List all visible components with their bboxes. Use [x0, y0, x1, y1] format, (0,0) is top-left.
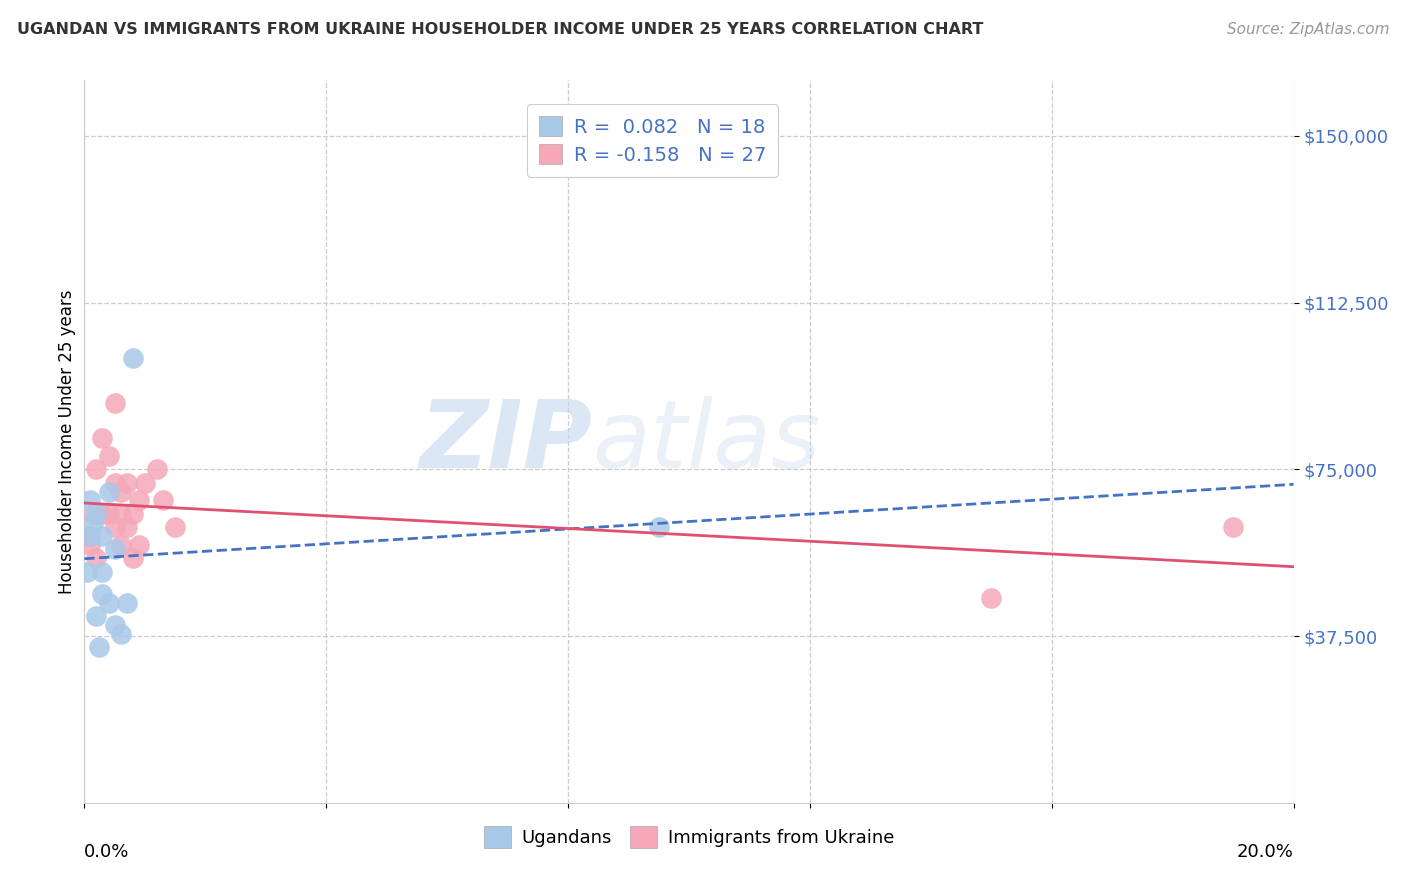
Point [115, 596, 138, 610]
Point [86, 609, 108, 624]
Point [165, 520, 187, 534]
Point [104, 618, 127, 632]
Point [152, 493, 174, 508]
Point [91, 529, 114, 543]
Point [121, 507, 143, 521]
Text: UGANDAN VS IMMIGRANTS FROM UKRAINE HOUSEHOLDER INCOME UNDER 25 YEARS CORRELATION: UGANDAN VS IMMIGRANTS FROM UKRAINE HOUSE… [17, 22, 983, 37]
Point [97, 507, 120, 521]
Point [79, 538, 101, 552]
Point [97, 449, 120, 463]
Point [91, 431, 114, 445]
Point [128, 538, 150, 552]
Point [76, 565, 98, 579]
Point [134, 475, 156, 490]
Point [86, 507, 108, 521]
Point [128, 493, 150, 508]
Point [91, 507, 114, 521]
Point [89, 640, 111, 655]
Point [91, 587, 114, 601]
Point [115, 475, 138, 490]
Point [121, 551, 143, 566]
Point [1222, 520, 1244, 534]
Point [86, 551, 108, 566]
Point [104, 542, 127, 557]
Point [110, 627, 132, 641]
Legend: Ugandans, Immigrants from Ukraine: Ugandans, Immigrants from Ukraine [477, 819, 901, 855]
Text: Source: ZipAtlas.com: Source: ZipAtlas.com [1226, 22, 1389, 37]
Point [121, 351, 143, 366]
Point [104, 475, 127, 490]
Point [97, 484, 120, 499]
Point [146, 462, 169, 476]
Point [110, 484, 132, 499]
Point [82, 516, 104, 530]
Point [82, 507, 104, 521]
Point [110, 507, 132, 521]
Point [91, 565, 114, 579]
Text: 0.0%: 0.0% [84, 843, 129, 861]
Point [104, 520, 127, 534]
Y-axis label: Householder Income Under 25 years: Householder Income Under 25 years [58, 289, 76, 594]
Point [115, 520, 138, 534]
Point [97, 596, 120, 610]
Point [110, 538, 132, 552]
Point [104, 395, 127, 409]
Point [86, 462, 108, 476]
Text: ZIP: ZIP [419, 395, 592, 488]
Point [79, 493, 101, 508]
Text: atlas: atlas [592, 396, 821, 487]
Point [76, 529, 98, 543]
Point [648, 520, 671, 534]
Point [79, 529, 101, 543]
Point [980, 591, 1002, 606]
Text: 20.0%: 20.0% [1237, 843, 1294, 861]
